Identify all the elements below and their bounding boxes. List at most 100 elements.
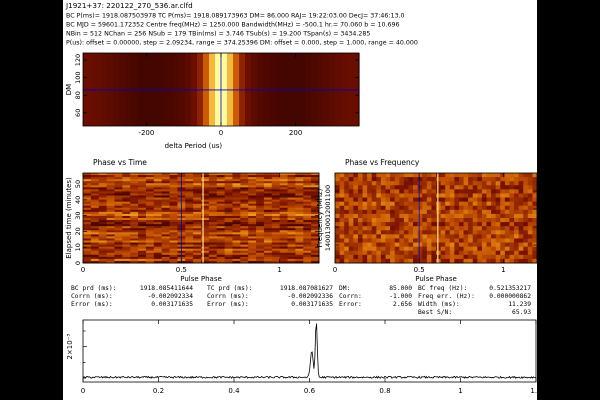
stat-label: DM:	[339, 285, 350, 292]
heatmap-cell	[371, 177, 377, 182]
heatmap-cell	[130, 195, 139, 199]
heatmap-cell	[495, 254, 501, 260]
heatmap-cell	[279, 250, 289, 254]
heatmap-cell	[271, 242, 281, 246]
heatmap-cell	[445, 254, 451, 260]
heatmap-cell	[279, 256, 289, 260]
phase-frequency-ticks: 0 0.5 1	[333, 173, 537, 274]
heatmap-cell	[486, 205, 492, 211]
heatmap-cell	[458, 193, 465, 199]
heatmap-cell	[216, 236, 226, 239]
heatmap-cell	[311, 203, 320, 207]
heatmap-cell	[193, 228, 202, 231]
heatmap-cell	[90, 193, 100, 196]
heatmap-cell	[232, 246, 241, 250]
heatmap-cell	[468, 226, 474, 231]
heatmap-cell	[481, 185, 487, 190]
heatmap-cell	[248, 197, 257, 201]
heatmap-cell	[287, 236, 296, 239]
heatmap-cell	[408, 222, 414, 227]
x-tick-label: 0.5	[176, 266, 187, 274]
heatmap-cell	[271, 240, 281, 244]
heatmap-cell	[145, 228, 155, 231]
heatmap-cell	[169, 189, 178, 192]
heatmap-cell	[353, 177, 359, 182]
heatmap-cell	[216, 213, 226, 217]
heatmap-cell	[335, 177, 341, 182]
heatmap-cell	[169, 197, 178, 201]
heatmap-cell	[279, 203, 289, 207]
heatmap-cell	[518, 222, 524, 227]
heatmap-cell	[106, 242, 115, 246]
heatmap-cell	[311, 183, 320, 186]
heatmap-cell	[161, 236, 171, 239]
heatmap-cell	[83, 224, 92, 227]
heatmap-cell	[114, 197, 123, 201]
heatmap-cell	[232, 205, 241, 209]
heatmap-cell	[362, 185, 368, 190]
heatmap-cell	[161, 197, 171, 201]
plot-canvas: J1921+37: 220122_270_536.ar.clfd BC P(ms…	[63, 0, 537, 400]
heatmap-cell	[385, 213, 391, 219]
heatmap-cell	[122, 222, 131, 225]
heatmap-cell	[83, 236, 92, 239]
heatmap-cell	[232, 250, 241, 254]
heatmap-cell	[138, 183, 147, 186]
heatmap-cell	[83, 195, 92, 199]
heatmap-cell	[371, 238, 377, 244]
heatmap-cell	[463, 226, 469, 231]
heatmap-cell	[518, 238, 524, 244]
heatmap-cell	[169, 218, 178, 221]
heatmap-cell	[271, 252, 281, 256]
heatmap-cell	[403, 201, 409, 207]
heatmap-cell	[303, 226, 312, 229]
heatmap-cell	[279, 232, 289, 235]
heatmap-cell	[208, 228, 218, 231]
heatmap-cell	[98, 203, 108, 207]
heatmap-cell	[458, 222, 465, 227]
heatmap-cell	[287, 185, 296, 188]
heatmap-cell	[527, 246, 533, 252]
heatmap-cell	[208, 244, 218, 248]
heatmap-cell	[532, 193, 537, 199]
heatmap-cell	[185, 201, 194, 205]
heatmap-cell	[385, 258, 391, 264]
heatmap-cell	[344, 234, 350, 239]
heatmap-cell	[445, 181, 451, 186]
heatmap-cell	[83, 181, 92, 184]
heatmap-cell	[417, 209, 423, 215]
heatmap-cell	[193, 177, 202, 180]
heatmap-cell	[201, 258, 210, 262]
heatmap-cell	[449, 258, 455, 264]
heatmap-cell	[161, 234, 171, 237]
heatmap-cell	[83, 218, 92, 221]
heatmap-cell	[500, 258, 506, 264]
heatmap-cell	[263, 240, 273, 244]
heatmap-cell	[362, 258, 368, 264]
heatmap-cell	[83, 185, 92, 188]
heatmap-cell	[271, 201, 281, 205]
heatmap-cell	[422, 246, 428, 252]
heatmap-cell	[472, 201, 478, 207]
heatmap-cell	[279, 242, 289, 246]
heatmap-cell	[98, 224, 108, 227]
heatmap-cell	[256, 222, 265, 225]
heatmap-cell	[138, 179, 147, 182]
heatmap-cell	[279, 211, 289, 215]
heatmap-cell	[240, 209, 249, 213]
heatmap-cell	[256, 228, 265, 231]
heatmap-cell	[263, 191, 273, 194]
heatmap-cell	[216, 177, 226, 180]
heatmap-cell	[98, 250, 108, 254]
heatmap-cell	[353, 250, 359, 256]
heatmap-cell	[295, 173, 304, 176]
heatmap-cell	[380, 181, 386, 186]
heatmap-cell	[399, 181, 405, 186]
heatmap-cell	[122, 236, 131, 239]
heatmap-cell	[130, 260, 139, 264]
heatmap-cell	[95, 53, 102, 126]
heatmap-cell	[287, 209, 296, 213]
heatmap-cell	[224, 197, 233, 201]
heatmap-cell	[138, 185, 147, 188]
heatmap-cell	[122, 199, 131, 203]
